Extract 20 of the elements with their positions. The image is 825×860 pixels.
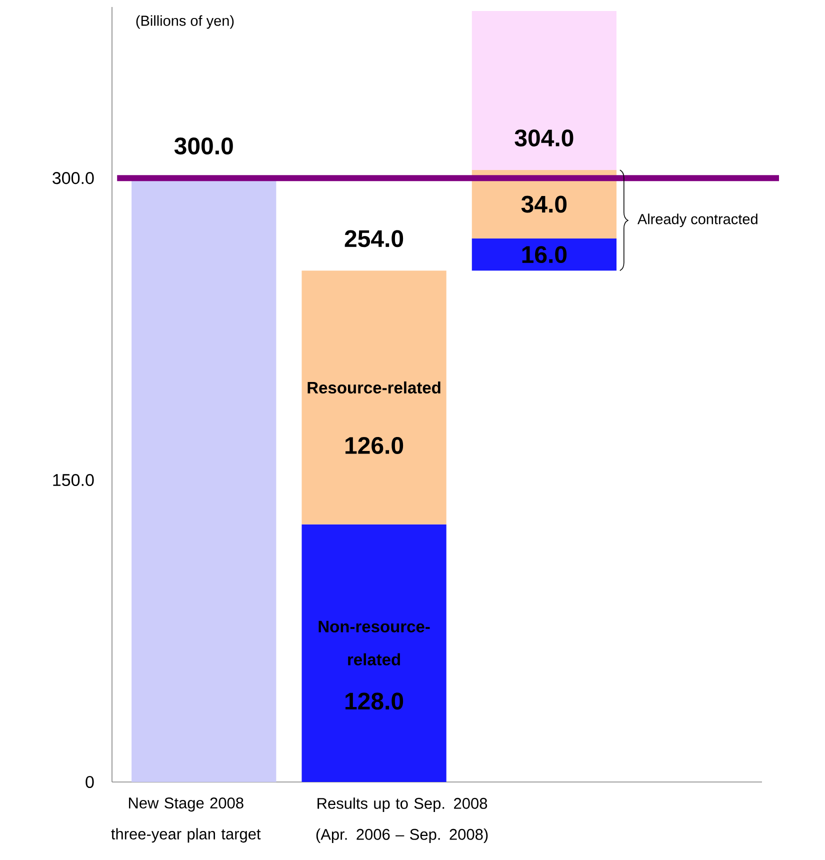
y-tick-label: 300.0 — [52, 172, 94, 184]
y-axis-title: (Billions of yen) — [136, 15, 234, 29]
data-label: 128.0 — [346, 692, 404, 710]
data-label: 126.0 — [346, 437, 404, 454]
x-tick-label: New Stage 2008 three-year plan target — [111, 798, 261, 843]
annotation: 304.0 — [514, 129, 574, 146]
data-label: 16.0 — [522, 246, 567, 264]
bar — [302, 524, 446, 782]
bar — [472, 10, 617, 170]
series-label: Resource-related — [308, 381, 440, 394]
total-label: 300.0 — [174, 138, 233, 155]
x-tick-label: Results up to Sep. 2008 (Apr. 2006 – Sep. 2008) — [316, 798, 488, 843]
bar — [302, 270, 446, 524]
total-label: 254.0 — [344, 230, 404, 248]
text: Non-resource-related — [318, 620, 430, 666]
y-tick-label: 150.0 — [53, 474, 94, 486]
y-tick-label: 0 — [86, 776, 94, 788]
data-label: 34.0 — [521, 196, 567, 213]
bar — [472, 238, 617, 271]
annotation: Already contracted — [637, 214, 758, 228]
